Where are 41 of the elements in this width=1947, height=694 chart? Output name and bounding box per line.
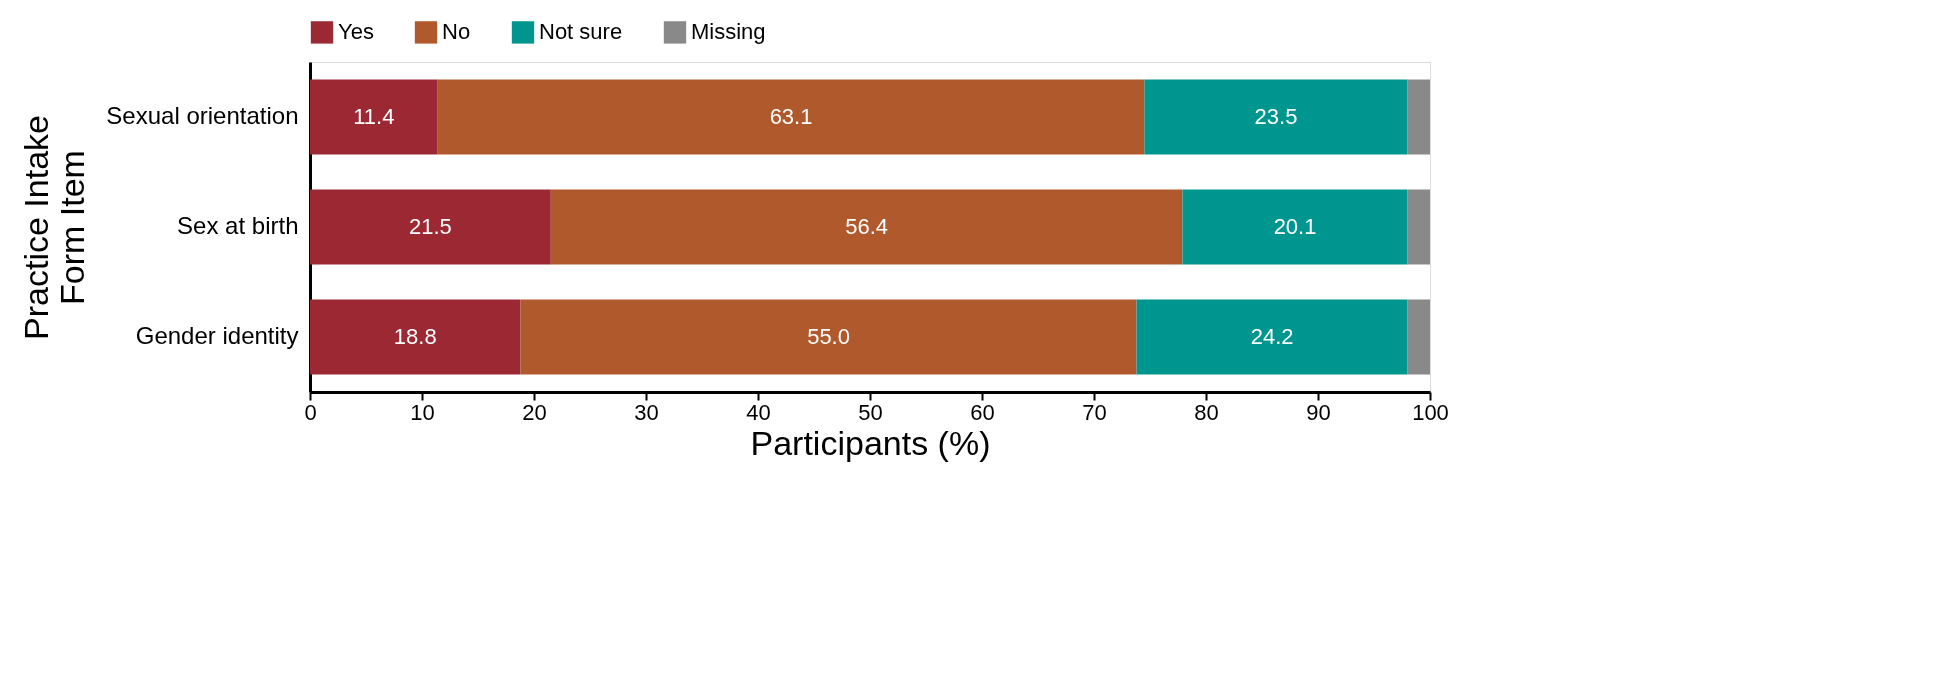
x-axis-title: Participants (%) — [750, 423, 991, 462]
x-tick-label: 70 — [1082, 399, 1107, 425]
x-tick-label: 0 — [304, 399, 317, 425]
bar — [1136, 299, 1408, 375]
x-tick-label: 50 — [858, 399, 883, 425]
data-label: 63.1 — [769, 104, 813, 129]
bar — [520, 299, 1137, 375]
data-label: 11.4 — [353, 104, 395, 129]
x-tick-label: 60 — [970, 399, 995, 425]
bar — [550, 189, 1183, 265]
bar — [310, 79, 438, 155]
x-tick-label: 90 — [1306, 399, 1331, 425]
data-label: 56.4 — [845, 214, 889, 239]
x-tick-label: 80 — [1194, 399, 1219, 425]
data-label: 55.0 — [807, 324, 850, 349]
x-tick-label: 100 — [1412, 399, 1449, 425]
legend-label: No — [442, 19, 471, 45]
legend-label: Yes — [338, 19, 374, 45]
bar — [1407, 299, 1430, 375]
bar — [310, 299, 521, 375]
legend-label: Missing — [691, 19, 766, 45]
y-axis-title: Practice Intake Form Item — [16, 115, 91, 340]
bar — [437, 79, 1145, 155]
bar — [1182, 189, 1408, 265]
y-tick-label: Gender identity — [135, 322, 299, 349]
bar — [310, 189, 551, 265]
bar — [1407, 79, 1430, 155]
bar — [1144, 79, 1408, 155]
data-label: 23.5 — [1254, 104, 1298, 129]
data-label: 24.2 — [1250, 324, 1294, 349]
bar — [1407, 189, 1430, 265]
x-tick-label: 10 — [410, 399, 435, 425]
y-tick-label: Sex at birth — [177, 212, 299, 239]
data-label: 20.1 — [1273, 214, 1317, 239]
data-label: 18.8 — [393, 324, 437, 349]
legend-label: Not sure — [539, 19, 623, 45]
x-tick-label: 30 — [634, 399, 659, 425]
data-label: 21.5 — [408, 214, 452, 239]
y-tick-label: Sexual orientation — [106, 102, 299, 129]
x-tick-label: 20 — [522, 399, 547, 425]
x-tick-label: 40 — [746, 399, 771, 425]
